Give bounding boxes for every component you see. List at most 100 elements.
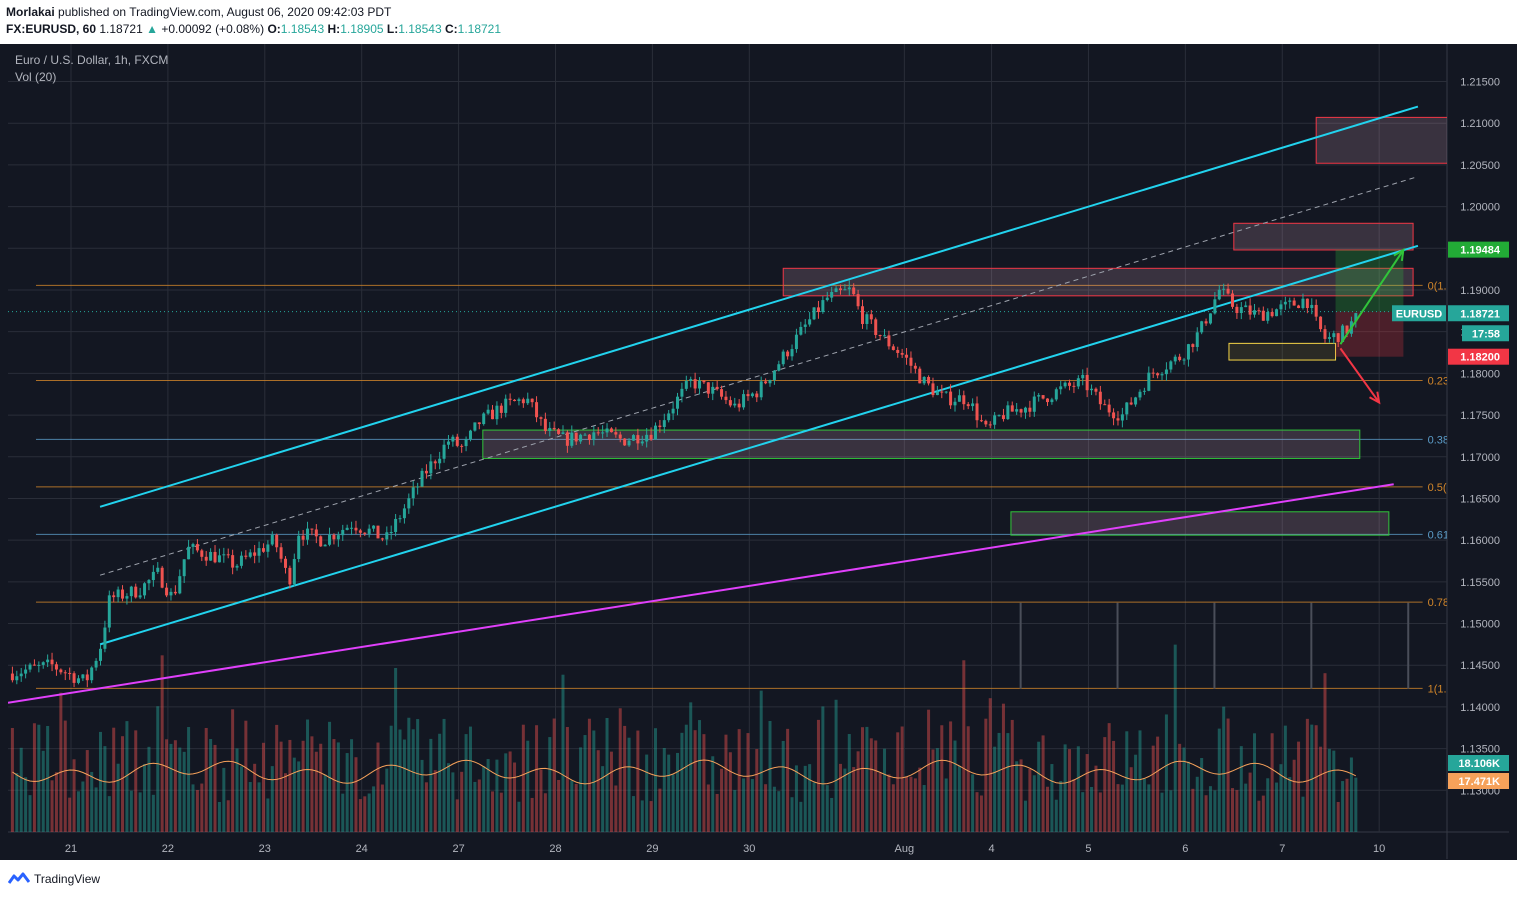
volume-bar bbox=[156, 706, 160, 832]
candle-body bbox=[19, 673, 23, 677]
candle-body bbox=[900, 352, 904, 355]
volume-bar bbox=[971, 774, 975, 832]
candle-body bbox=[1072, 385, 1076, 387]
footer-brand[interactable]: TradingView bbox=[34, 872, 101, 886]
candle-body bbox=[935, 391, 939, 396]
volume-bar bbox=[1023, 800, 1027, 832]
candle-body bbox=[486, 409, 490, 414]
candle-body bbox=[1332, 333, 1336, 338]
candle-body bbox=[1001, 415, 1005, 420]
candle-body bbox=[1230, 293, 1234, 307]
candle-body bbox=[803, 324, 807, 327]
volume-bar bbox=[1186, 761, 1190, 832]
x-tick-label: 28 bbox=[549, 843, 561, 855]
volume-bar bbox=[103, 746, 107, 832]
candle-body bbox=[521, 399, 525, 404]
volume-bar bbox=[1138, 730, 1142, 832]
volume-bar bbox=[1288, 777, 1292, 832]
volume-bar bbox=[1230, 788, 1234, 832]
candle-body bbox=[905, 354, 909, 358]
volume-bar bbox=[354, 757, 358, 832]
candle-body bbox=[931, 383, 935, 396]
zone-yellow bbox=[1228, 342, 1337, 361]
volume-bar bbox=[649, 801, 653, 832]
candle-body bbox=[896, 349, 900, 353]
x-tick-label: Aug bbox=[895, 843, 915, 855]
candle-body bbox=[323, 544, 327, 547]
close-value: 1.18721 bbox=[457, 22, 502, 36]
candle-body bbox=[178, 576, 182, 594]
volume-bar bbox=[288, 739, 292, 832]
candle-body bbox=[1120, 414, 1124, 421]
candle-body bbox=[1288, 300, 1292, 302]
volume-bar bbox=[940, 725, 944, 832]
volume-bar bbox=[1257, 800, 1261, 832]
candle-body bbox=[1239, 307, 1243, 313]
candle-body bbox=[856, 294, 860, 307]
volume-bar bbox=[861, 727, 865, 832]
volume-bar bbox=[332, 739, 336, 832]
volume-bar bbox=[32, 723, 36, 832]
volume-bar bbox=[191, 784, 195, 832]
candle-body bbox=[32, 664, 36, 666]
candle-body bbox=[195, 544, 199, 551]
candle-body bbox=[98, 648, 102, 661]
volume-bar bbox=[10, 727, 14, 832]
candle-body bbox=[1279, 304, 1283, 310]
candle-body bbox=[1341, 325, 1345, 343]
candle-body bbox=[711, 386, 715, 394]
publish-info: Morlakai published on TradingView.com, A… bbox=[6, 5, 391, 19]
volume-bar bbox=[1208, 786, 1212, 832]
volume-bar bbox=[169, 743, 173, 832]
candle-body bbox=[1195, 332, 1199, 347]
candle-body bbox=[953, 401, 957, 406]
candle-body bbox=[41, 662, 45, 665]
candle-body bbox=[874, 319, 878, 336]
last-price: 1.18721 bbox=[99, 22, 143, 36]
candle-body bbox=[750, 393, 754, 397]
candle-body bbox=[535, 402, 539, 418]
candle-body bbox=[1327, 337, 1331, 339]
volume-bar bbox=[323, 774, 327, 832]
volume-bar bbox=[1037, 741, 1041, 832]
candle-body bbox=[328, 534, 332, 545]
candle-body bbox=[63, 672, 67, 674]
high-label: H: bbox=[327, 22, 341, 36]
candle-body bbox=[279, 547, 283, 559]
candle-body bbox=[1169, 361, 1173, 370]
candle-body bbox=[231, 555, 235, 568]
chart-legend-title[interactable]: Euro / U.S. Dollar, 1h, FXCM bbox=[15, 53, 169, 67]
volume-bar bbox=[1072, 779, 1076, 832]
candle-body bbox=[438, 458, 442, 464]
candle-body bbox=[557, 429, 561, 434]
candle-body bbox=[54, 664, 58, 670]
volume-bar bbox=[535, 725, 539, 832]
y-tick-label: 1.15500 bbox=[1460, 577, 1500, 589]
candle-body bbox=[587, 434, 591, 440]
candle-body bbox=[217, 555, 221, 563]
candle-body bbox=[85, 674, 89, 681]
volume-bar bbox=[689, 702, 693, 832]
author-name[interactable]: Morlakai bbox=[6, 5, 55, 19]
volume-bar bbox=[314, 751, 318, 832]
candle-body bbox=[446, 441, 450, 445]
volume-bar bbox=[517, 801, 521, 832]
chart-frame[interactable] bbox=[8, 44, 1509, 859]
candle-body bbox=[1208, 313, 1212, 324]
candle-body bbox=[1142, 390, 1146, 392]
candle-body bbox=[513, 399, 517, 402]
channel-line-lower bbox=[99, 244, 1419, 646]
candle-body bbox=[46, 659, 50, 663]
volume-bar bbox=[407, 717, 411, 832]
volume-bar bbox=[226, 800, 230, 832]
volume-legend[interactable]: Vol (20) bbox=[15, 70, 57, 84]
candle-body bbox=[526, 398, 530, 404]
candle-body bbox=[825, 297, 829, 301]
candle-body bbox=[1191, 344, 1195, 347]
candle-body bbox=[1253, 310, 1257, 315]
volume-bar bbox=[979, 795, 983, 832]
volume-bar bbox=[1116, 784, 1120, 832]
price-chart[interactable]: 1.215001.210001.205001.200001.195001.190… bbox=[0, 0, 1517, 860]
tradingview-logo-icon[interactable] bbox=[8, 871, 30, 887]
volume-bar bbox=[491, 791, 495, 832]
